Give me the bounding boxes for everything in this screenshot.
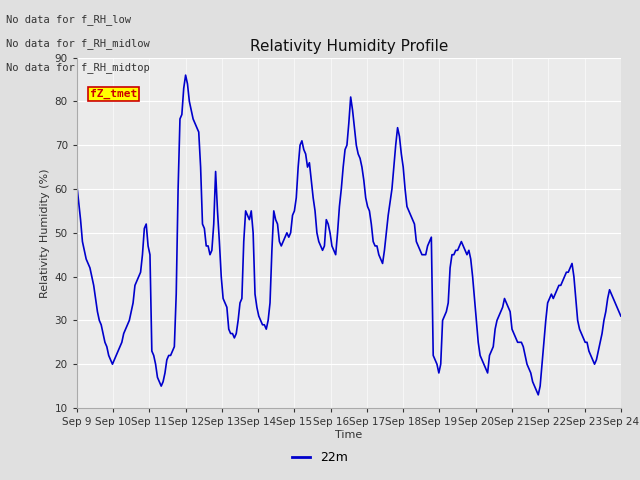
Y-axis label: Relativity Humidity (%): Relativity Humidity (%) xyxy=(40,168,51,298)
Text: fZ_tmet: fZ_tmet xyxy=(90,89,137,99)
Text: No data for f_RH_midlow: No data for f_RH_midlow xyxy=(6,38,150,49)
Text: No data for f_RH_low: No data for f_RH_low xyxy=(6,14,131,25)
X-axis label: Time: Time xyxy=(335,430,362,440)
Text: No data for f_RH_midtop: No data for f_RH_midtop xyxy=(6,62,150,73)
Title: Relativity Humidity Profile: Relativity Humidity Profile xyxy=(250,39,448,54)
Legend: 22m: 22m xyxy=(287,446,353,469)
